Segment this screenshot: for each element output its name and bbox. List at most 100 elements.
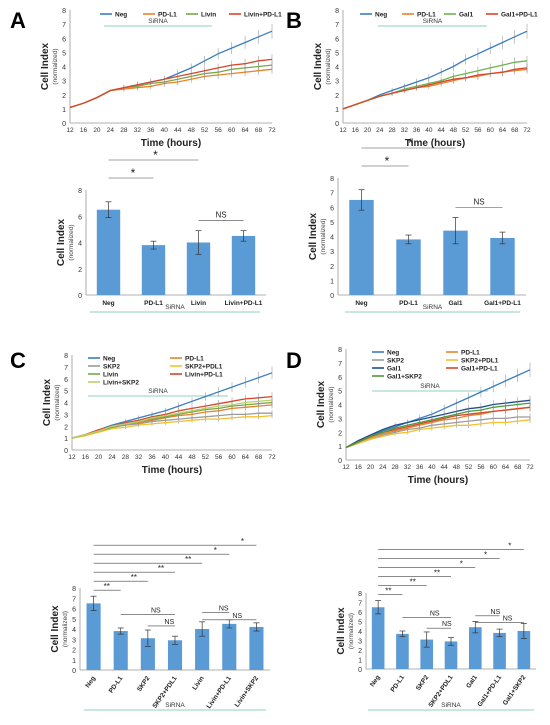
legend-label-livin-pd-l1: Livin+PD-L1 bbox=[244, 12, 282, 19]
y-tick-label: 6 bbox=[330, 205, 334, 212]
category-label: Livin+PD-L1 bbox=[225, 300, 263, 307]
legend-label-pd-l1: PD-L1 bbox=[461, 350, 480, 357]
significance-label: * bbox=[241, 537, 244, 546]
x-tick-label: 48 bbox=[450, 127, 458, 134]
x-tick-label: 56 bbox=[215, 454, 223, 461]
x-axis-label: Time (hours) bbox=[405, 138, 465, 149]
category-label: Neg bbox=[355, 300, 367, 307]
panel-label-a: A bbox=[10, 8, 26, 33]
bar-gal1-skp2 bbox=[517, 631, 531, 669]
category-label: Neg bbox=[102, 300, 114, 307]
x-tick-label: 12 bbox=[66, 127, 74, 134]
series-line-gal1-skp2 bbox=[345, 402, 531, 449]
y-tick-label: 1 bbox=[358, 658, 362, 665]
legend-label-skp2: SKP2 bbox=[387, 358, 404, 365]
legend-label-pd-l1: PD-L1 bbox=[417, 12, 436, 19]
x-tick-label: 28 bbox=[122, 454, 130, 461]
significance-label: * bbox=[153, 148, 158, 162]
significance-label: ** bbox=[410, 578, 416, 587]
y-tick-label: 1 bbox=[64, 436, 68, 443]
significance-label: NS bbox=[491, 609, 501, 616]
y-tick-label: 4 bbox=[62, 65, 66, 72]
x-tick-label: 28 bbox=[391, 464, 399, 471]
y-tick-label: 7 bbox=[62, 22, 66, 29]
y-axis-label: Cell Index bbox=[50, 605, 61, 653]
x-tick-label: 44 bbox=[175, 454, 183, 461]
x-tick-label: 40 bbox=[161, 127, 169, 134]
y-tick-label: 7 bbox=[64, 365, 68, 372]
y-axis-sublabel: (normalized) bbox=[348, 613, 355, 649]
x-tick-label: 40 bbox=[428, 464, 436, 471]
series-line-livin-skp2 bbox=[71, 399, 273, 439]
x-tick-label: 16 bbox=[80, 127, 88, 134]
y-tick-label: 6 bbox=[358, 610, 362, 617]
y-tick-label: 6 bbox=[64, 377, 68, 384]
x-tick-label: 20 bbox=[367, 464, 375, 471]
y-tick-label: 5 bbox=[62, 50, 66, 57]
x-tick-label: 68 bbox=[255, 127, 263, 134]
y-axis-label: Cell Index bbox=[336, 607, 347, 655]
sirna-label: SiRNA bbox=[148, 388, 168, 395]
series-line-neg bbox=[345, 369, 531, 449]
bar-pd-l1 bbox=[396, 239, 421, 295]
x-tick-label: 48 bbox=[188, 127, 196, 134]
sirna-label: SiRNA bbox=[148, 18, 168, 25]
x-tick-label: 16 bbox=[355, 464, 363, 471]
bar-livin-pd-l1 bbox=[222, 623, 237, 670]
series-line-skp2-pdl1 bbox=[345, 419, 531, 449]
y-tick-label: 4 bbox=[330, 235, 334, 242]
y-tick-label: 8 bbox=[72, 586, 76, 593]
x-tick-label: 72 bbox=[526, 464, 534, 471]
x-tick-label: 40 bbox=[162, 454, 170, 461]
bar-livin-skp2 bbox=[249, 626, 264, 670]
x-tick-label: 32 bbox=[401, 127, 409, 134]
y-tick-label: 3 bbox=[72, 637, 76, 644]
bar-gal1 bbox=[468, 627, 482, 669]
legend-label-neg: Neg bbox=[387, 350, 399, 357]
y-axis-sublabel: (normalized) bbox=[328, 386, 335, 422]
y-tick-label: 7 bbox=[335, 22, 339, 29]
x-tick-label: 24 bbox=[376, 127, 384, 134]
bar-skp2-pdl1 bbox=[167, 640, 183, 670]
y-tick-label: 7 bbox=[72, 596, 76, 603]
bar-neg bbox=[349, 199, 374, 295]
category-label: PD-L1 bbox=[399, 300, 418, 307]
sirna-label: SiRNA bbox=[441, 702, 461, 709]
x-tick-label: 52 bbox=[465, 464, 473, 471]
y-axis-label: Cell Index bbox=[308, 212, 319, 260]
x-tick-label: 28 bbox=[120, 127, 128, 134]
x-tick-label: 20 bbox=[95, 454, 103, 461]
bar-gal1-pd-l1 bbox=[493, 632, 506, 669]
significance-label: NS bbox=[503, 615, 513, 622]
bar-livin bbox=[186, 242, 211, 295]
chart-a-bar: 0 2 4 6 8 Cell Index (normalized) SiRNA Neg PD-L1… bbox=[56, 148, 266, 313]
y-tick-label: 0 bbox=[335, 121, 339, 128]
significance-label: NS bbox=[165, 619, 175, 626]
significance-label: * bbox=[385, 154, 390, 168]
y-tick-label: 0 bbox=[62, 121, 66, 128]
x-axis-label: Time (hours) bbox=[141, 138, 201, 149]
panel-label-d: D bbox=[286, 348, 302, 373]
y-tick-label: 0 bbox=[330, 293, 334, 300]
legend-label-livin: Livin bbox=[201, 12, 216, 19]
significance-label: * bbox=[460, 560, 463, 569]
x-tick-label: 64 bbox=[241, 127, 249, 134]
panel-label-b: B bbox=[286, 8, 302, 33]
category-label: PD-L1 bbox=[144, 300, 163, 307]
bar-pd-l1 bbox=[141, 245, 166, 295]
y-tick-label: 6 bbox=[338, 375, 342, 382]
bar-skp2 bbox=[420, 639, 434, 669]
x-tick-label: 72 bbox=[523, 127, 531, 134]
y-tick-label: 1 bbox=[72, 658, 76, 665]
y-axis-sublabel: (normalized) bbox=[68, 224, 75, 260]
legend-label-neg: Neg bbox=[375, 12, 387, 19]
bar-pd-l1 bbox=[113, 631, 128, 670]
y-tick-label: 6 bbox=[335, 36, 339, 43]
series-line-skp2-pdl1 bbox=[71, 414, 273, 439]
x-tick-label: 64 bbox=[499, 127, 507, 134]
x-tick-label: 72 bbox=[268, 454, 276, 461]
significance-label: NS bbox=[232, 613, 242, 620]
